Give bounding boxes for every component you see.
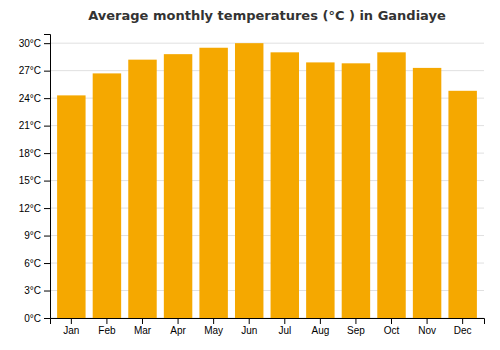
tick-label: 18°C (19, 148, 41, 159)
tick-label: 3°C (24, 285, 41, 296)
tick-label: Apr (170, 325, 186, 336)
y-tick: 21°C (19, 120, 50, 131)
axis-line (51, 319, 485, 325)
tick-mark (355, 318, 356, 324)
tick-label: 12°C (19, 203, 41, 214)
tick-mark (284, 318, 285, 324)
tick-label: 6°C (24, 258, 41, 269)
bar (377, 52, 405, 318)
tick-label: 21°C (19, 120, 41, 131)
tick-mark (44, 318, 50, 319)
bar (164, 54, 192, 318)
tick-mark (178, 318, 179, 324)
tick-label: 30°C (19, 38, 41, 49)
tick-label: Feb (98, 325, 116, 336)
y-tick: 6°C (24, 258, 50, 269)
tick-mark (462, 318, 463, 324)
x-tick: Jul (278, 318, 291, 336)
tick-mark (44, 153, 50, 154)
tick-mark (44, 71, 50, 72)
bar (448, 91, 476, 318)
plot: 0°C 3°C 6°C 9°C 12°C 15°C 18°C 21°C 24°C 27°C 30°C… (19, 35, 485, 337)
x-tick: Jun (241, 318, 257, 336)
bar (342, 63, 370, 318)
y-tick: 12°C (19, 203, 50, 214)
bars (57, 43, 477, 318)
bar (199, 48, 227, 318)
x-tick: Feb (98, 318, 116, 336)
x-tick: Apr (170, 318, 186, 336)
tick-label: Jan (63, 325, 79, 336)
y-tick: 27°C (19, 65, 50, 76)
tick-label: Oct (384, 325, 400, 336)
tick-label: Nov (418, 325, 436, 336)
bar (413, 68, 441, 318)
grid (50, 43, 484, 318)
tick-mark (106, 318, 107, 324)
y-tick: 24°C (19, 93, 50, 104)
tick-mark (391, 318, 392, 324)
bar (57, 95, 85, 318)
y-tick: 30°C (19, 38, 50, 49)
tick-mark (44, 208, 50, 209)
grid-line (50, 43, 484, 44)
tick-mark (320, 318, 321, 324)
tick-mark (427, 318, 428, 324)
x-tick: Nov (418, 318, 436, 336)
bar (235, 43, 263, 318)
x-tick: Dec (454, 318, 472, 336)
tick-label: Jul (278, 325, 291, 336)
tick-label: Mar (134, 325, 152, 336)
y-tick: 18°C (19, 148, 50, 159)
tick-mark (44, 43, 50, 44)
tick-label: 15°C (19, 175, 41, 186)
bar (271, 52, 299, 318)
axis-line (44, 35, 51, 319)
tick-label: 9°C (24, 230, 41, 241)
y-tick: 0°C (24, 313, 50, 324)
tick-label: 0°C (24, 313, 41, 324)
tick-mark (213, 318, 214, 324)
bar (128, 60, 156, 318)
x-tick: Aug (311, 318, 329, 336)
bar (306, 62, 334, 318)
tick-mark (249, 318, 250, 324)
x-tick: Oct (384, 318, 400, 336)
y-tick: 9°C (24, 230, 50, 241)
tick-label: Sep (347, 325, 365, 336)
tick-label: Dec (454, 325, 472, 336)
chart: 0°C 3°C 6°C 9°C 12°C 15°C 18°C 21°C 24°C 27°C 30°C… (0, 0, 500, 350)
tick-label: 27°C (19, 65, 41, 76)
y-tick: 15°C (19, 175, 50, 186)
tick-mark (44, 291, 50, 292)
tick-mark (44, 236, 50, 237)
tick-mark (44, 98, 50, 99)
x-tick: May (204, 318, 223, 336)
tick-label: Jun (241, 325, 257, 336)
x-tick: Jan (63, 318, 79, 336)
bar (93, 73, 121, 318)
x-axis: Jan Feb Mar Apr May Jun Jul Aug Sep Oct Nov Dec (51, 318, 485, 336)
tick-label: May (204, 325, 223, 336)
tick-mark (71, 318, 72, 324)
tick-mark (142, 318, 143, 324)
x-tick: Sep (347, 318, 365, 336)
x-tick: Mar (134, 318, 152, 336)
y-axis: 0°C 3°C 6°C 9°C 12°C 15°C 18°C 21°C 24°C 27°C 30°C (19, 35, 51, 324)
tick-mark (44, 126, 50, 127)
tick-label: Aug (311, 325, 329, 336)
tick-mark (44, 181, 50, 182)
y-tick: 3°C (24, 285, 50, 296)
tick-label: 24°C (19, 93, 41, 104)
title: Average monthly temperatures (°C ) in Ga… (88, 8, 446, 23)
tick-mark (44, 263, 50, 264)
